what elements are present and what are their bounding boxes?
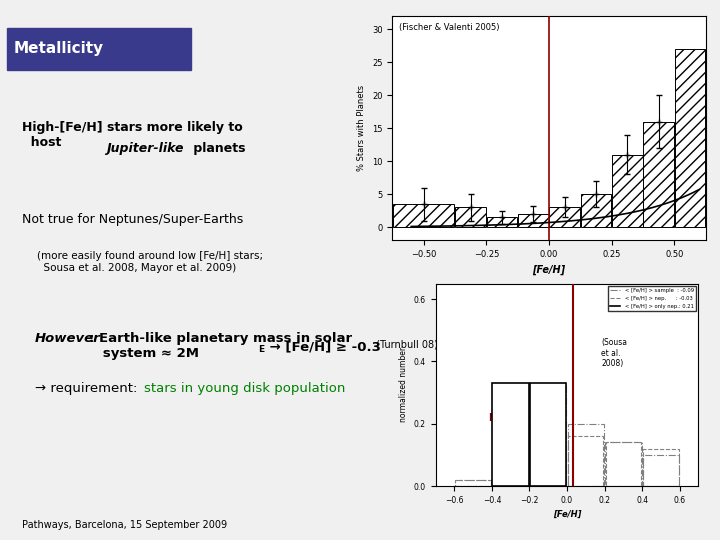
Bar [568,436,603,486]
Bar [643,449,678,486]
Bar [567,424,604,486]
Text: Metallicity: Metallicity [14,40,104,56]
Text: : Earth-like planetary mass in solar
   system ≈ 2M: : Earth-like planetary mass in solar sys… [89,332,351,360]
Bar [455,480,491,486]
X-axis label: [Fe/H]: [Fe/H] [553,510,581,519]
Text: Neptunes: Neptunes [488,413,541,423]
Bar [393,204,454,227]
Bar [606,442,641,486]
Text: (Sousa
et al.
2008): (Sousa et al. 2008) [601,338,627,368]
Bar [549,207,580,227]
Bar [643,122,674,227]
Bar [675,49,706,227]
Text: stars in young disk population: stars in young disk population [144,382,346,395]
X-axis label: [Fe/H]: [Fe/H] [532,265,566,275]
Text: E: E [258,345,264,354]
Bar [456,480,491,486]
Text: Jupiter-like: Jupiter-like [107,142,184,155]
Bar [531,430,566,486]
Bar [530,386,567,486]
Text: However: However [35,332,100,345]
Text: → [Fe/H] ≥ -0.3: → [Fe/H] ≥ -0.3 [265,340,381,353]
Bar [492,383,529,486]
Bar [455,207,486,227]
Bar [493,442,528,486]
Text: Not true for Neptunes/Super-Earths: Not true for Neptunes/Super-Earths [22,213,243,226]
Bar [530,383,567,486]
Bar [605,442,642,486]
Bar [580,194,611,227]
Text: Pathways, Barcelona, 15 September 2009: Pathways, Barcelona, 15 September 2009 [22,520,227,530]
Text: (more easily found around low [Fe/H] stars;
  Sousa et al. 2008, Mayor et al. 20: (more easily found around low [Fe/H] sta… [37,251,264,273]
Bar [643,455,679,486]
Y-axis label: normalized number: normalized number [399,347,408,422]
Bar [492,436,529,486]
Legend: < [Fe/H] > sample  : -0.09, < [Fe/H] > nep.      : -0.03, < [Fe/H] > only nep.: : < [Fe/H] > sample : -0.09, < [Fe/H] > ne… [608,286,696,310]
Y-axis label: % Stars with Planets: % Stars with Planets [358,85,366,171]
Bar [487,217,518,227]
Text: → requirement:: → requirement: [35,382,141,395]
Bar [612,154,643,227]
Text: (Fischer & Valenti 2005): (Fischer & Valenti 2005) [399,23,499,32]
Bar [518,214,549,227]
Text: planets: planets [189,142,246,155]
Text: (Turnbull 08): (Turnbull 08) [373,339,438,349]
Text: High-[Fe/H] stars more likely to
  host: High-[Fe/H] stars more likely to host [22,122,243,150]
